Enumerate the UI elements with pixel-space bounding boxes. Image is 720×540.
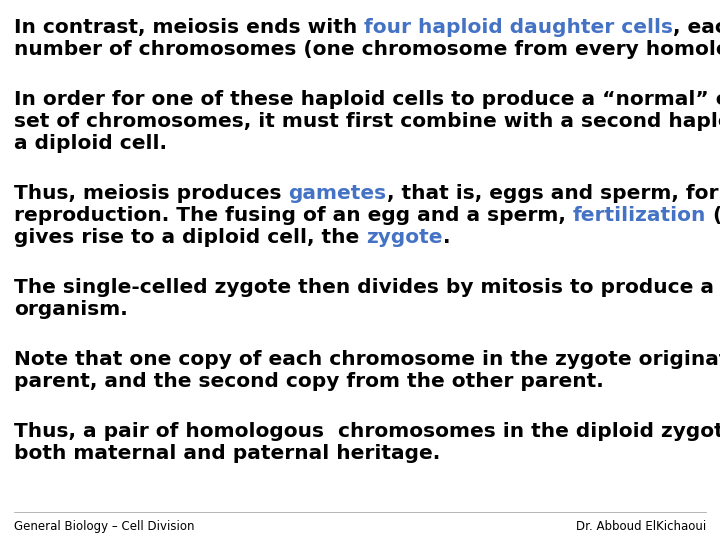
Text: , each with half the: , each with half the <box>673 18 720 37</box>
Text: .: . <box>443 228 450 247</box>
Text: In order for one of these haploid cells to produce a “normal” cell with the full: In order for one of these haploid cells … <box>14 90 720 109</box>
Text: Dr. Abboud ElKichaoui: Dr. Abboud ElKichaoui <box>576 520 706 533</box>
Text: fertilization: fertilization <box>573 206 706 225</box>
Text: number of chromosomes (one chromosome from every homologous pair).: number of chromosomes (one chromosome fr… <box>14 40 720 59</box>
Text: gives rise to a diploid cell, the: gives rise to a diploid cell, the <box>14 228 366 247</box>
Text: General Biology – Cell Division: General Biology – Cell Division <box>14 520 194 533</box>
Text: both maternal and paternal heritage.: both maternal and paternal heritage. <box>14 444 440 463</box>
Text: Note that one copy of each chromosome in the zygote originates from one: Note that one copy of each chromosome in… <box>14 350 720 369</box>
Text: Thus, meiosis produces: Thus, meiosis produces <box>14 184 289 203</box>
Text: four haploid daughter cells: four haploid daughter cells <box>364 18 673 37</box>
Text: gametes: gametes <box>289 184 387 203</box>
Text: organism.: organism. <box>14 300 127 319</box>
Text: Thus, a pair of homologous  chromosomes in the diploid zygote represents: Thus, a pair of homologous chromosomes i… <box>14 422 720 441</box>
Text: , that is, eggs and sperm, for sexual: , that is, eggs and sperm, for sexual <box>387 184 720 203</box>
Text: In contrast, meiosis ends with: In contrast, meiosis ends with <box>14 18 364 37</box>
Text: parent, and the second copy from the other parent.: parent, and the second copy from the oth… <box>14 372 604 391</box>
Text: a diploid cell.: a diploid cell. <box>14 134 167 153</box>
Text: reproduction. The fusing of an egg and a sperm,: reproduction. The fusing of an egg and a… <box>14 206 573 225</box>
Text: (or: (or <box>706 206 720 225</box>
Text: The single-celled zygote then divides by mitosis to produce a multicellular: The single-celled zygote then divides by… <box>14 278 720 297</box>
Text: zygote: zygote <box>366 228 443 247</box>
Text: set of chromosomes, it must first combine with a second haploid cell to create: set of chromosomes, it must first combin… <box>14 112 720 131</box>
